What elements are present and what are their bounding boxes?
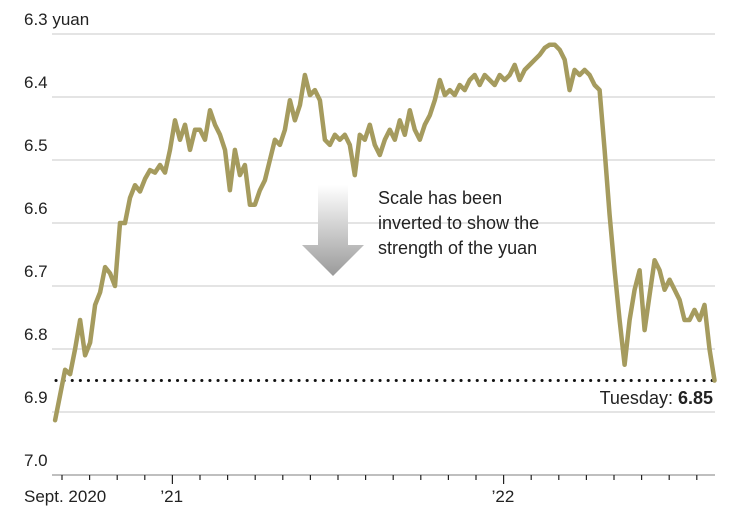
note-line-3: strength of the yuan [378,238,537,258]
annotation-note: Scale has been inverted to show the stre… [378,188,539,258]
y-tick-label: 6.9 [24,388,48,407]
y-tick-label: 6.3 yuan [24,10,89,29]
last-value-label: Tuesday: 6.85 [600,388,713,408]
last-value: 6.85 [678,388,713,408]
gridlines [52,33,715,413]
y-tick-label: 7.0 [24,451,48,470]
series-line-yuan [52,42,717,423]
y-tick-label: 6.8 [24,325,48,344]
y-axis-labels: 6.3 yuan 6.4 6.5 6.6 6.7 6.8 6.9 7.0 [24,10,89,470]
y-tick-label: 6.6 [24,199,48,218]
last-value-prefix: Tuesday: [600,388,678,408]
x-axis: Sept. 2020 ’21 ’22 [24,474,715,506]
x-tick-label: ’22 [492,487,515,506]
x-tick-label: ’21 [160,487,183,506]
y-tick-label: 6.5 [24,136,48,155]
y-tick-label: 6.7 [24,262,48,281]
note-line-1: Scale has been [378,188,502,208]
y-tick-label: 6.4 [24,73,48,92]
x-tick-label: Sept. 2020 [24,487,106,506]
inverted-scale-arrow-icon [302,185,364,276]
note-line-2: inverted to show the [378,213,539,233]
